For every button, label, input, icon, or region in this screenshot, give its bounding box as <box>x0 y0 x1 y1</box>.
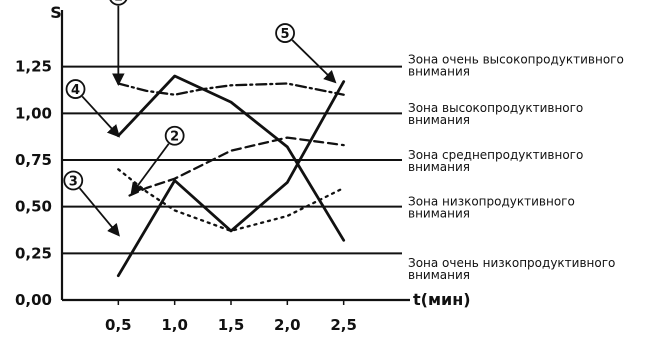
x-tick-label-1: 1,0 <box>161 316 188 334</box>
marker-arrow-4 <box>81 95 121 138</box>
x-tick-label-4: 2,5 <box>330 316 357 334</box>
marker-label-4: 4 <box>71 83 80 98</box>
marker-circle-1 <box>109 0 128 6</box>
marker-circle-3 <box>63 170 84 191</box>
zone-label-2-line-1: внимания <box>408 160 470 174</box>
series-line-3 <box>117 168 345 233</box>
y-tick-label-1: 0,25 <box>15 244 52 262</box>
zone-label-1: Зона высокопродуктивного внимания <box>408 101 583 127</box>
zone-label-0: Зона очень высокопродуктивного внимания <box>408 53 624 79</box>
marker-arrow-3 <box>78 187 120 237</box>
series-line-4 <box>116 74 346 242</box>
zone-label-1-line-1: внимания <box>408 113 470 127</box>
y-axis-title: S <box>50 3 62 22</box>
zone-label-2: Зона среднепродуктивного внимания <box>408 148 583 174</box>
zone-label-3-line-1: внимания <box>408 207 470 221</box>
y-tick-label-2: 0,50 <box>15 198 52 216</box>
zone-labels: Зона очень высокопродуктивного вниманияЗо… <box>408 53 624 282</box>
marker-arrow-5 <box>291 39 337 84</box>
y-tick-label-5: 1,25 <box>15 58 52 76</box>
series-line-1 <box>117 82 345 96</box>
zone-label-4: Зона очень низкопродуктивного внимания <box>408 256 615 282</box>
zone-label-3-line-0: Зона низкопродуктивного <box>408 195 575 209</box>
series-line-5 <box>116 80 346 278</box>
marker-label-1: 1 <box>114 0 123 5</box>
x-tick-label-0: 0,5 <box>105 316 132 334</box>
marker-circle-5 <box>275 23 295 43</box>
x-tick-label-3: 2,0 <box>274 316 301 334</box>
y-tick-label-3: 0,75 <box>15 151 52 169</box>
zone-label-1-line-0: Зона высокопродуктивного <box>408 101 583 115</box>
marker-circle-2 <box>164 125 185 146</box>
zone-label-4-line-1: внимания <box>408 268 470 282</box>
marker-arrow-2 <box>130 143 170 196</box>
y-tick-label-4: 1,00 <box>15 104 52 122</box>
curve-markers: 1 2 3 4 5 <box>63 0 337 237</box>
zone-label-2-line-0: Зона среднепродуктивного <box>408 148 583 162</box>
zone-label-4-line-0: Зона очень низкопродуктивного <box>408 256 615 270</box>
marker-circle-4 <box>65 79 86 99</box>
series-line-2 <box>128 136 345 197</box>
chart-series <box>116 74 346 278</box>
zone-label-0-line-1: внимания <box>408 65 470 79</box>
marker-label-5: 5 <box>281 27 290 42</box>
zone-label-3: Зона низкопродуктивного внимания <box>408 195 575 221</box>
chart-axes: St(мин) 0,00 0,25 0,50 0,75 1,00 1,25 0,5 1,0 1,5… <box>15 3 471 334</box>
marker-label-2: 2 <box>170 130 179 145</box>
y-tick-label-0: 0,00 <box>15 291 52 309</box>
marker-label-3: 3 <box>69 175 78 190</box>
x-tick-label-2: 1,5 <box>218 316 245 334</box>
zone-label-0-line-0: Зона очень высокопродуктивного <box>408 53 624 67</box>
x-axis-title: t(мин) <box>413 290 471 309</box>
